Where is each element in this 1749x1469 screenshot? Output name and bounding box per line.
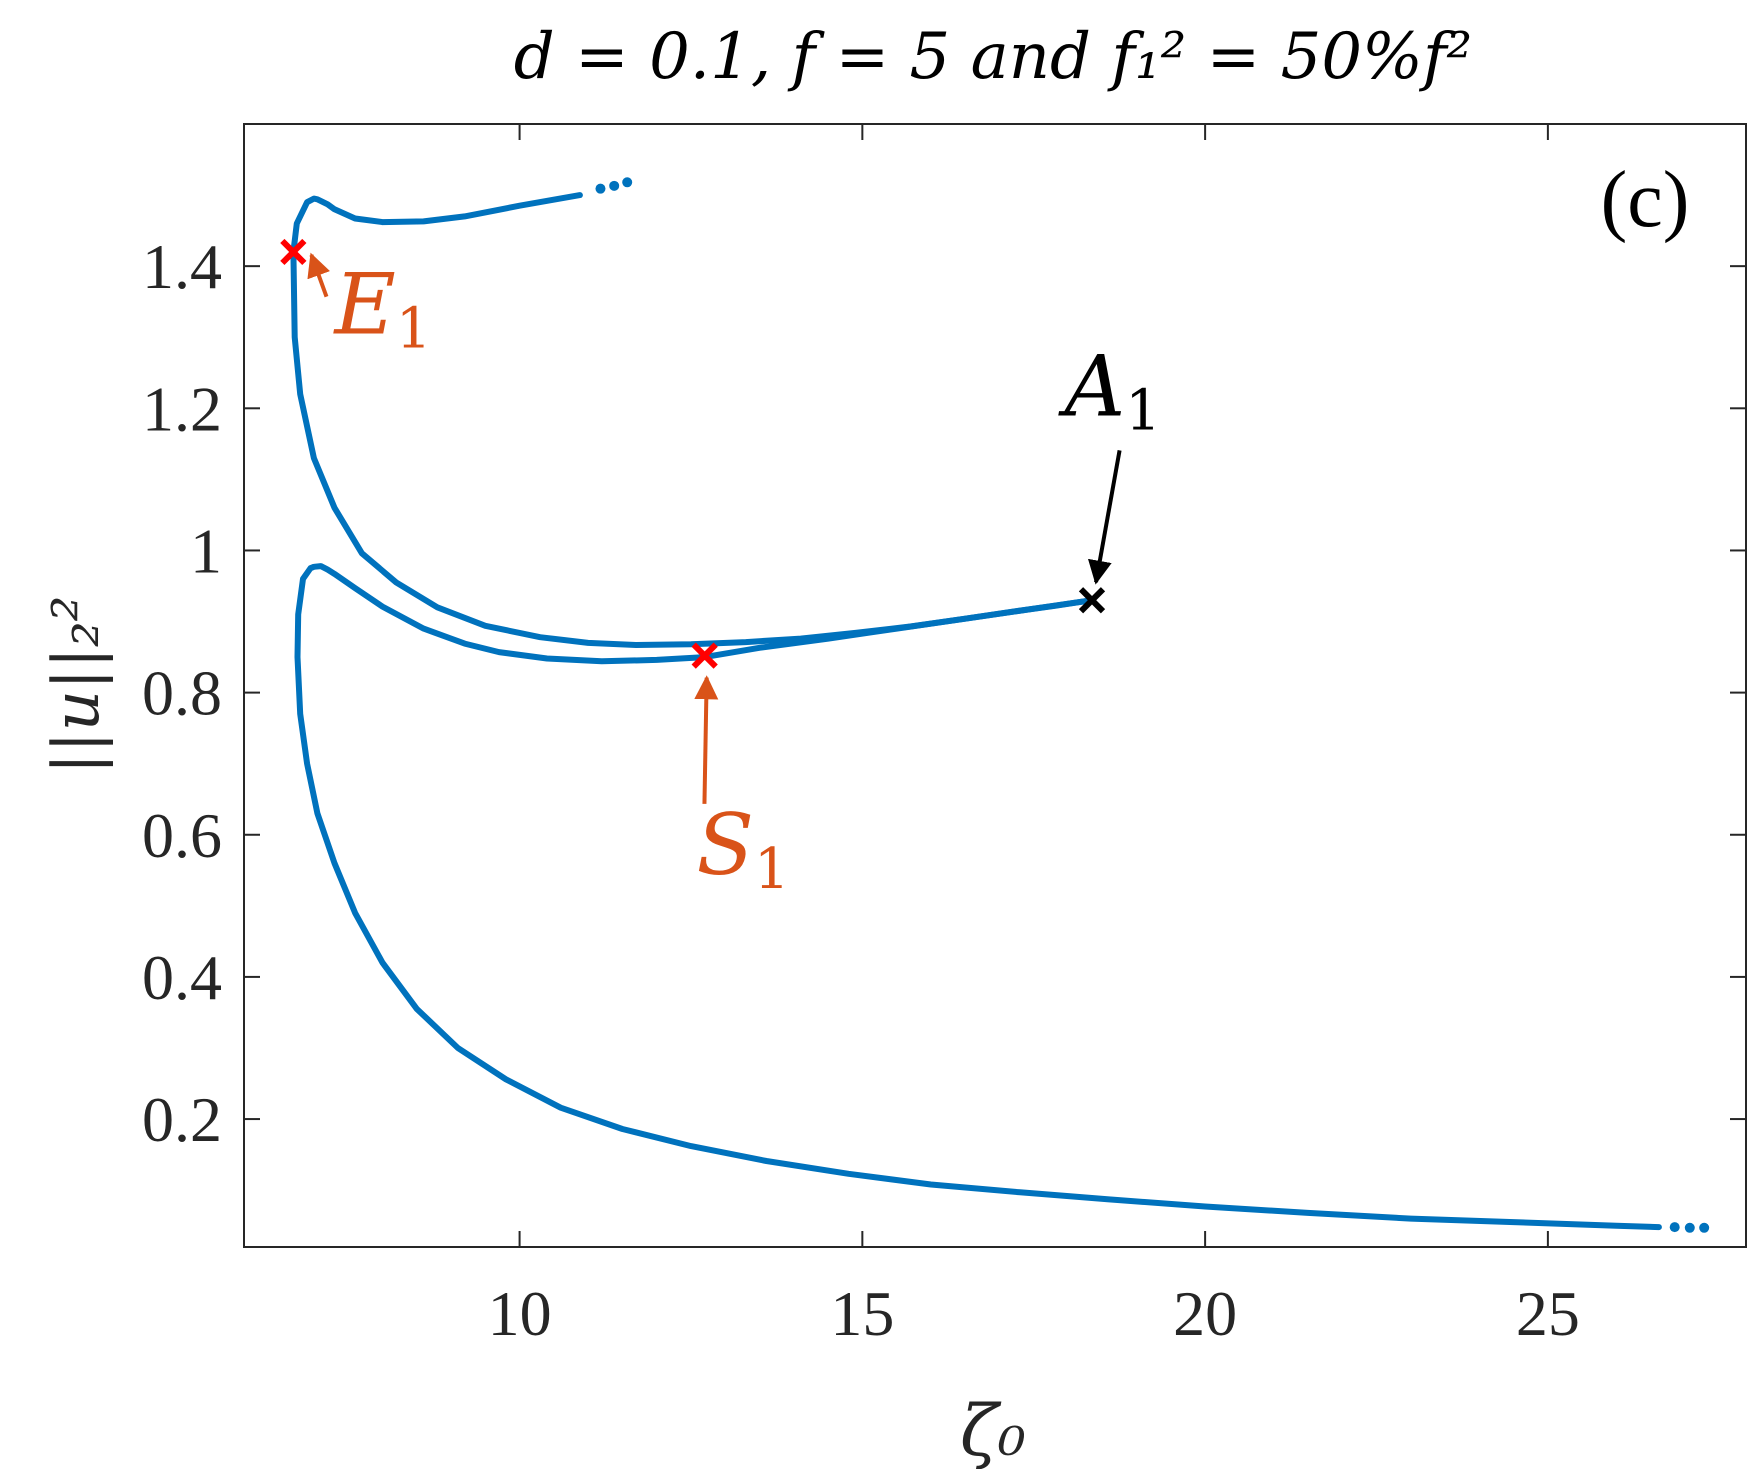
marker-a1 [1078, 587, 1106, 614]
annotation-letter: S [696, 796, 754, 894]
continuation-dot [595, 183, 606, 194]
annotation-arrow [307, 252, 331, 298]
marker-stroke [1078, 587, 1106, 614]
y-axis: 0.2 0.4 0.6 0.8 1 1.2 1.4 [142, 231, 1746, 1155]
annotation-subscript: 1 [1125, 378, 1161, 443]
x-tick-label: 25 [1516, 1278, 1580, 1349]
y-tick-label: 1 [190, 515, 222, 586]
continuation-dot [609, 180, 620, 191]
chart-title: d = 0.1, f = 5 and f₁² = 50%f² [514, 20, 1472, 94]
annotation-arrow [1087, 450, 1122, 585]
marker-s1 [691, 642, 718, 669]
series-line-1 [290, 192, 1095, 648]
annotation-subscript: 1 [396, 297, 432, 362]
x-tick-label: 15 [830, 1278, 894, 1349]
y-axis-label: ||u||₂² [40, 596, 114, 775]
annotation-label: E1 [332, 256, 431, 362]
y-tick-label: 0.4 [142, 942, 222, 1013]
annotation-label: S1 [696, 796, 789, 902]
annotation-letter: E [332, 256, 395, 354]
marker-stroke [691, 642, 718, 669]
y-tick-label: 0.2 [142, 1084, 222, 1155]
marker-e1 [280, 238, 307, 266]
y-tick-label: 0.8 [142, 658, 222, 729]
series-layer [290, 192, 1662, 1231]
continuation-dot [1684, 1222, 1695, 1233]
y-tick-label: 1.4 [142, 231, 222, 302]
annotation-label: A1 [1058, 337, 1161, 443]
continuation-dot [622, 177, 633, 188]
x-axis: 10 15 20 25 [488, 124, 1580, 1349]
plot-area-frame [243, 123, 1747, 1248]
y-tick-label: 1.2 [142, 373, 222, 444]
x-tick-label: 20 [1173, 1278, 1237, 1349]
continuation-dots [595, 177, 1710, 1233]
annotation-subscript: 1 [754, 837, 790, 902]
continuation-dot [1669, 1222, 1680, 1233]
annotation-arrow [694, 675, 719, 804]
series-line-2 [294, 563, 1662, 1231]
continuation-dot [1699, 1222, 1710, 1233]
y-tick-label: 0.6 [142, 800, 222, 871]
marker-stroke [280, 238, 307, 266]
annotation-letter: A [1058, 337, 1126, 435]
panel-label: (c) [1601, 156, 1690, 244]
x-axis-label: ζ₀ [960, 1390, 1026, 1469]
x-tick-label: 10 [488, 1278, 552, 1349]
